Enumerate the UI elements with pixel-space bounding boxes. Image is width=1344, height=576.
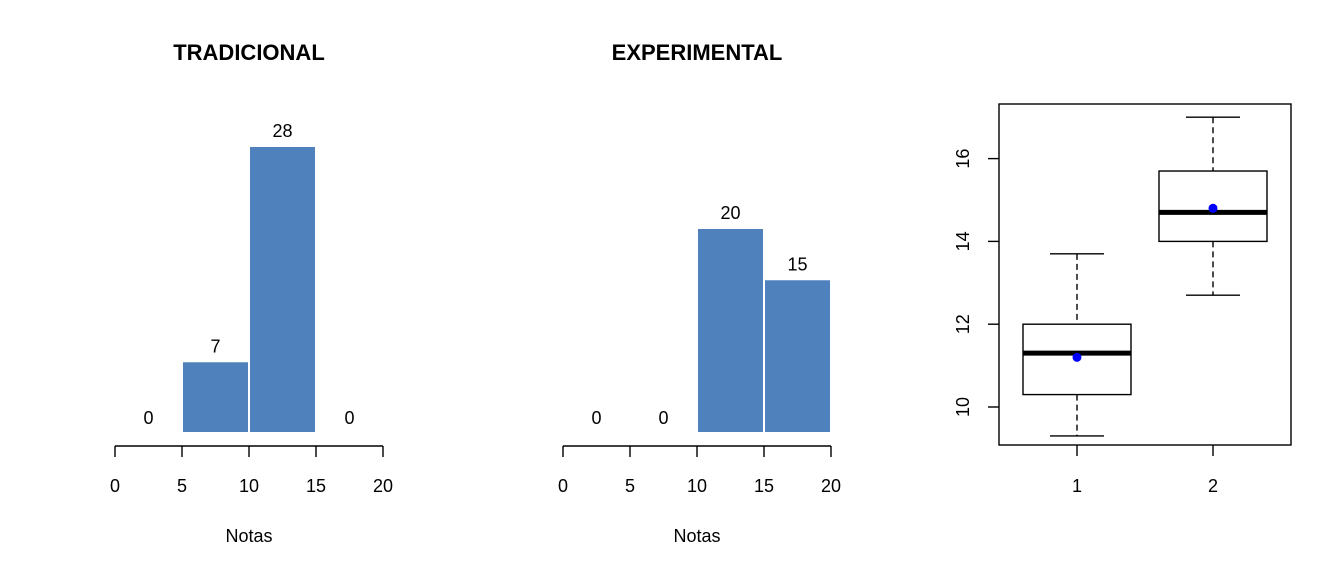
- y-tick-label: 10: [953, 397, 973, 417]
- x-tick-label: 5: [625, 476, 635, 496]
- bars-group: [696, 227, 832, 434]
- bar-count-label: 20: [720, 203, 740, 223]
- x-tick-label: 1: [1072, 476, 1082, 496]
- bar-labels-group: 0 0 20 15: [591, 203, 807, 428]
- x-axis: 0 5 10 15 20: [558, 445, 841, 496]
- bar-count-label: 28: [272, 121, 292, 141]
- x-tick-label: 10: [239, 476, 259, 496]
- x-tick-label: 5: [177, 476, 187, 496]
- histogram-bar: [763, 278, 832, 434]
- y-tick-label: 14: [953, 231, 973, 251]
- x-tick-label: 0: [110, 476, 120, 496]
- x-tick-label: 15: [754, 476, 774, 496]
- bar-labels-group: 0 7 28 0: [143, 121, 354, 428]
- x-tick-label: 20: [373, 476, 393, 496]
- histogram-title: EXPERIMENTAL: [612, 40, 783, 65]
- x-axis-label: Notas: [673, 526, 720, 546]
- mean-point: [1072, 352, 1082, 362]
- plot-frame: [998, 103, 1292, 446]
- bar-count-label: 0: [344, 408, 354, 428]
- y-axis: 10 12 14 16: [953, 149, 999, 417]
- boxes-group: [1022, 116, 1268, 437]
- bars-group: [181, 145, 317, 434]
- x-tick-label: 10: [687, 476, 707, 496]
- histogram-bar: [181, 360, 250, 434]
- x-tick-label: 20: [821, 476, 841, 496]
- histogram-bar: [248, 145, 317, 434]
- x-axis: 0 5 10 15 20: [110, 445, 393, 496]
- mean-point: [1208, 203, 1218, 213]
- y-tick-label: 16: [953, 149, 973, 169]
- histogram-bar: [696, 227, 765, 434]
- bar-count-label: 0: [658, 408, 668, 428]
- bar-count-label: 7: [210, 336, 220, 356]
- x-axis-label: Notas: [225, 526, 272, 546]
- y-tick-label: 12: [953, 314, 973, 334]
- bar-count-label: 0: [143, 408, 153, 428]
- x-tick-label: 2: [1208, 476, 1218, 496]
- histogram-title: TRADICIONAL: [173, 40, 325, 65]
- histogram-experimental: EXPERIMENTAL 0 0 20 15 0 5 10 15 20 Notas: [558, 40, 841, 546]
- x-tick-label: 15: [306, 476, 326, 496]
- bar-count-label: 0: [591, 408, 601, 428]
- bar-count-label: 15: [787, 254, 807, 274]
- x-tick-label: 0: [558, 476, 568, 496]
- histogram-tradicional: TRADICIONAL 0 7 28 0 0 5 10 15 20 Notas: [110, 40, 393, 546]
